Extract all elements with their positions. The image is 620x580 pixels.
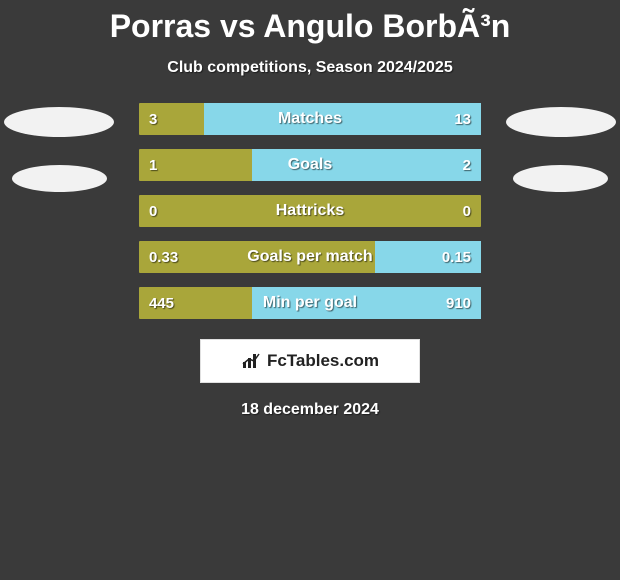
- stat-bars: 313Matches 12Goals 00Hattricks 0.330.15Goal…: [139, 103, 481, 319]
- right-avatars: [501, 103, 620, 192]
- subtitle: Club competitions, Season 2024/2025: [167, 59, 452, 77]
- stat-label: Matches: [139, 103, 481, 135]
- main-row: 313Matches 12Goals 00Hattricks 0.330.15Goal…: [0, 103, 620, 319]
- branding-text: FcTables.com: [267, 351, 379, 371]
- avatar: [506, 107, 616, 137]
- avatar: [4, 107, 114, 137]
- stat-bar: 313Matches: [139, 103, 481, 135]
- date-text: 18 december 2024: [241, 401, 379, 419]
- comparison-card: Porras vs Angulo BorbÃ³n Club competitio…: [0, 0, 620, 580]
- stat-bar: 0.330.15Goals per match: [139, 241, 481, 273]
- stat-label: Goals: [139, 149, 481, 181]
- stat-bar: 12Goals: [139, 149, 481, 181]
- avatar: [12, 165, 107, 192]
- chart-icon: [241, 352, 261, 370]
- left-avatars: [0, 103, 119, 192]
- stat-label: Goals per match: [139, 241, 481, 273]
- branding-badge: FcTables.com: [200, 339, 420, 383]
- avatar: [513, 165, 608, 192]
- stat-bar: 445910Min per goal: [139, 287, 481, 319]
- stat-bar: 00Hattricks: [139, 195, 481, 227]
- page-title: Porras vs Angulo BorbÃ³n: [110, 8, 511, 45]
- stat-label: Hattricks: [139, 195, 481, 227]
- stat-label: Min per goal: [139, 287, 481, 319]
